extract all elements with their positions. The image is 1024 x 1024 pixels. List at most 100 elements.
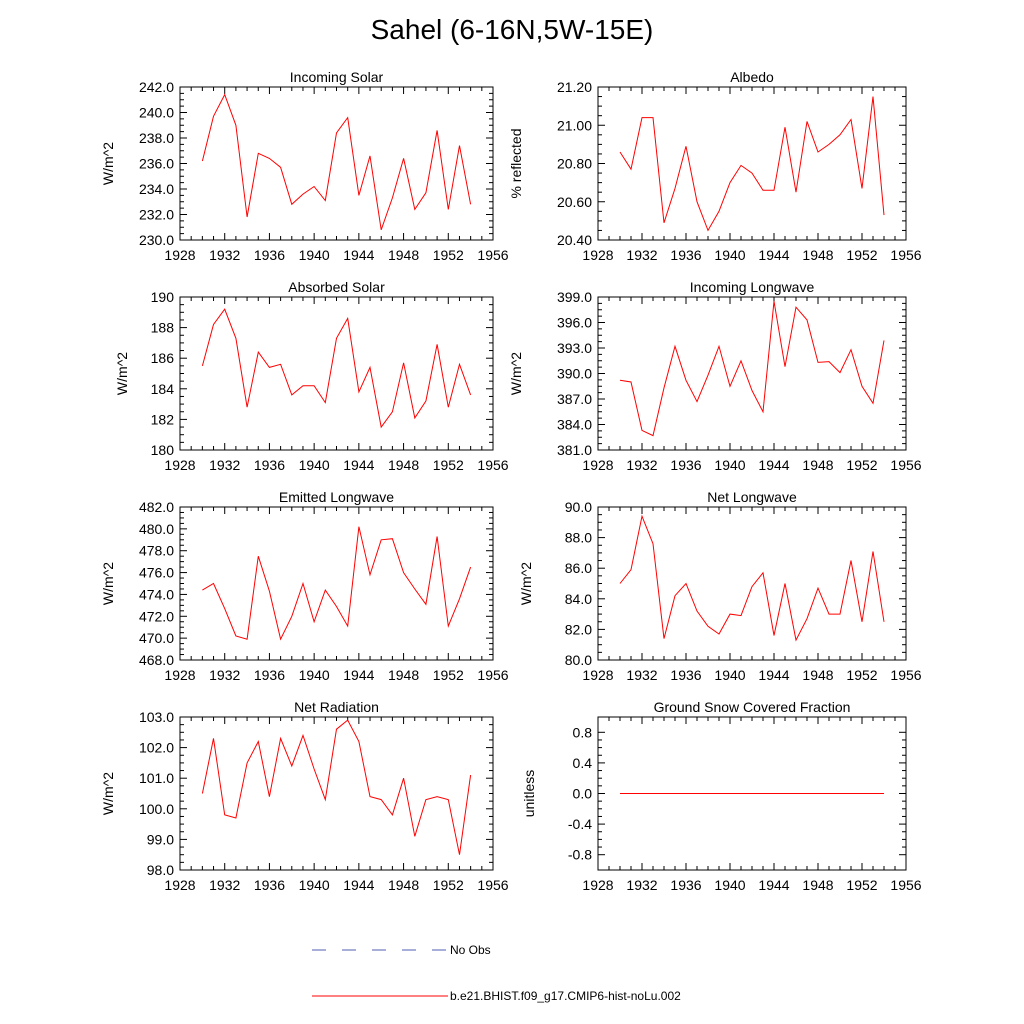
y-axis-label: W/m^2 [100, 562, 116, 605]
y-tick-label: 180 [151, 442, 175, 458]
y-axis-label: W/m^2 [518, 562, 534, 605]
x-tick-label: 1956 [890, 877, 921, 893]
y-axis-label: W/m^2 [100, 772, 116, 815]
series-line [202, 526, 472, 641]
x-tick-label: 1944 [343, 877, 374, 893]
y-tick-label: 21.00 [557, 117, 592, 133]
y-axis-label: W/m^2 [508, 352, 524, 395]
x-tick-label: 1940 [299, 667, 330, 683]
chart-panel: Incoming Solar W/m^2 1928 1932 1936 1940 1944 1… [100, 69, 509, 263]
x-tick-label: 1936 [254, 667, 285, 683]
x-tick-label: 1936 [670, 457, 701, 473]
x-tick-label: 1932 [209, 247, 240, 263]
x-tick-label: 1936 [670, 667, 701, 683]
chart-title: Net Longwave [707, 489, 797, 505]
x-tick-label: 1948 [388, 247, 419, 263]
x-tick-label: 1952 [846, 667, 877, 683]
y-tick-label: 476.0 [139, 565, 174, 581]
plot-frame [179, 86, 494, 241]
y-axis-label: % reflected [508, 128, 524, 198]
y-tick-label: 242.0 [139, 79, 174, 95]
y-tick-label: -0.4 [568, 816, 592, 832]
y-tick-label: 393.0 [557, 340, 592, 356]
y-tick-label: 480.0 [139, 521, 174, 537]
y-tick-label: 186 [151, 350, 175, 366]
x-tick-label: 1944 [758, 457, 789, 473]
y-tick-label: 182 [151, 411, 175, 427]
chart-title: Albedo [730, 69, 774, 85]
y-tick-label: 381.0 [557, 442, 592, 458]
y-tick-label: 240.0 [139, 105, 174, 121]
y-tick-label: 399.0 [557, 289, 592, 305]
series-line [201, 308, 472, 429]
y-tick-label: 234.0 [139, 181, 174, 197]
y-tick-label: 230.0 [139, 232, 174, 248]
chart-title: Ground Snow Covered Fraction [654, 699, 851, 715]
chart-panel: Albedo % reflected 1928 1932 1936 1940 1944 194… [508, 69, 922, 263]
y-tick-label: 396.0 [557, 315, 592, 331]
y-tick-label: 0.8 [573, 724, 593, 740]
y-axis-label: unitless [521, 770, 537, 817]
x-tick-label: 1928 [582, 667, 613, 683]
x-tick-label: 1936 [254, 457, 285, 473]
x-tick-label: 1940 [714, 667, 745, 683]
series-line [619, 514, 885, 642]
x-tick-label: 1952 [433, 667, 464, 683]
y-tick-label: 21.20 [557, 79, 592, 95]
plot-frame [597, 86, 907, 241]
plot-frame [179, 506, 494, 661]
y-tick-label: 482.0 [139, 499, 174, 515]
x-tick-label: 1940 [714, 247, 745, 263]
y-tick-label: 20.80 [557, 156, 592, 172]
x-tick-label: 1928 [164, 457, 195, 473]
x-tick-label: 1956 [890, 667, 921, 683]
chart-panel: Ground Snow Covered Fraction unitless 1928… [521, 699, 922, 893]
y-tick-label: 474.0 [139, 586, 174, 602]
x-tick-label: 1936 [670, 247, 701, 263]
x-tick-label: 1944 [343, 247, 374, 263]
y-tick-label: 238.0 [139, 130, 174, 146]
y-tick-label: 82.0 [565, 621, 592, 637]
x-tick-label: 1928 [164, 877, 195, 893]
x-tick-label: 1928 [164, 667, 195, 683]
y-tick-label: 184 [151, 381, 175, 397]
chart-title: Incoming Solar [290, 69, 384, 85]
x-tick-label: 1956 [890, 247, 921, 263]
x-tick-label: 1956 [477, 457, 508, 473]
chart-title: Incoming Longwave [690, 279, 815, 295]
y-tick-label: 98.0 [147, 862, 174, 878]
x-tick-label: 1932 [626, 247, 657, 263]
x-tick-label: 1956 [477, 247, 508, 263]
y-tick-label: 472.0 [139, 608, 174, 624]
y-tick-label: 468.0 [139, 652, 174, 668]
y-tick-label: 80.0 [565, 652, 592, 668]
x-tick-label: 1940 [299, 877, 330, 893]
x-tick-label: 1940 [714, 877, 745, 893]
x-tick-label: 1932 [626, 457, 657, 473]
y-tick-label: 88.0 [565, 530, 592, 546]
x-tick-label: 1944 [758, 667, 789, 683]
y-tick-label: 0.4 [573, 755, 593, 771]
y-axis-label: W/m^2 [114, 352, 130, 395]
x-tick-label: 1928 [582, 457, 613, 473]
y-tick-label: 20.60 [557, 194, 592, 210]
y-tick-label: 100.0 [139, 801, 174, 817]
x-tick-label: 1932 [209, 667, 240, 683]
x-tick-label: 1940 [299, 247, 330, 263]
legend-obs-label: No Obs [450, 943, 491, 957]
x-tick-label: 1940 [299, 457, 330, 473]
y-axis-label: W/m^2 [100, 142, 116, 185]
x-tick-label: 1936 [670, 877, 701, 893]
x-tick-label: 1936 [254, 247, 285, 263]
x-tick-label: 1948 [802, 457, 833, 473]
x-tick-label: 1956 [890, 457, 921, 473]
plot-frame [597, 296, 907, 451]
y-tick-label: 101.0 [139, 770, 174, 786]
x-tick-label: 1948 [802, 247, 833, 263]
x-tick-label: 1948 [388, 877, 419, 893]
y-tick-label: 0.0 [573, 786, 593, 802]
y-tick-label: 86.0 [565, 560, 592, 576]
x-tick-label: 1948 [388, 457, 419, 473]
x-tick-label: 1956 [477, 667, 508, 683]
